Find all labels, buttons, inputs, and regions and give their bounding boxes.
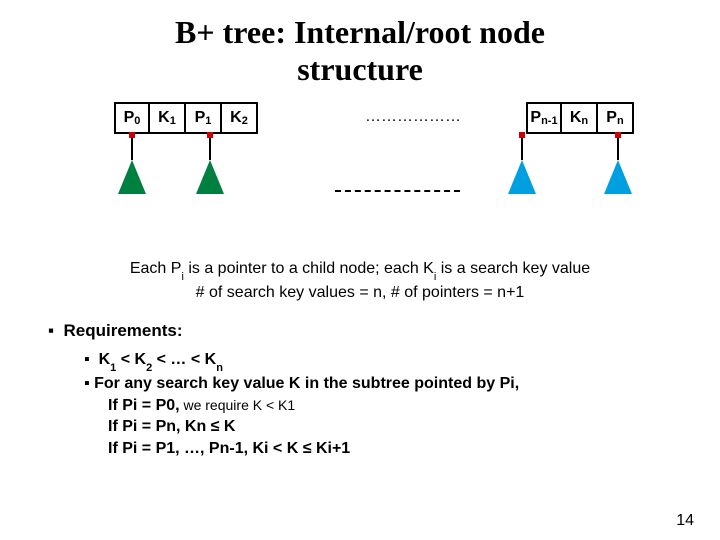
subtree-triangle-icon <box>118 160 146 194</box>
slide-title: B+ tree: Internal/root node structure <box>0 0 720 88</box>
node-cell: Pn <box>598 102 634 134</box>
subtree-triangle-icon <box>604 160 632 194</box>
subtree-triangle-icon <box>508 160 536 194</box>
req-heading-text: Requirements: <box>63 321 182 340</box>
req-item-5: If Pi = P1, …, Pn-1, Ki < K ≤ Ki+1 <box>108 438 720 460</box>
caption-line2: # of search key values = n, # of pointer… <box>196 284 525 301</box>
dashed-line <box>335 190 460 192</box>
req-item-1: K1 < K2 < … < Kn <box>84 349 720 373</box>
req-item-2: For any search key value K in the subtre… <box>84 373 720 395</box>
title-line2: structure <box>297 51 423 87</box>
pointer-tick-icon <box>519 132 525 138</box>
node-cell: K2 <box>222 102 258 134</box>
node-right-cells: Pn-1KnPn <box>526 102 634 134</box>
node-cell: P1 <box>186 102 222 134</box>
caption-1b: is a pointer to a child node; each K <box>184 260 434 277</box>
diagram-caption: Each Pi is a pointer to a child node; ea… <box>0 258 720 304</box>
pointer-tick-icon <box>129 132 135 138</box>
node-cell: Kn <box>562 102 598 134</box>
caption-sub-2: i <box>434 271 436 283</box>
caption-1c: is a search key value <box>436 260 590 277</box>
req-item-3: If Pi = P0, we require K < K1 <box>108 395 720 417</box>
title-line1: B+ tree: Internal/root node <box>175 14 545 50</box>
pointer-tick-icon <box>207 132 213 138</box>
node-cell: Pn-1 <box>526 102 562 134</box>
node-cell: P0 <box>114 102 150 134</box>
node-diagram: P0K1P1K2 ……………… Pn-1KnPn <box>0 102 720 252</box>
pointer-tick-icon <box>615 132 621 138</box>
caption-sub-1: i <box>181 271 183 283</box>
page-number: 14 <box>676 512 694 530</box>
requirements-heading: Requirements: <box>48 321 720 341</box>
subtree-triangle-icon <box>196 160 224 194</box>
node-left-cells: P0K1P1K2 <box>114 102 258 134</box>
requirements-list: K1 < K2 < … < Kn For any search key valu… <box>84 349 720 459</box>
req-item-4: If Pi = Pn, Kn ≤ K <box>108 416 720 438</box>
node-ellipsis: ……………… <box>328 108 498 126</box>
caption-1a: Each P <box>130 260 182 277</box>
node-cell: K1 <box>150 102 186 134</box>
